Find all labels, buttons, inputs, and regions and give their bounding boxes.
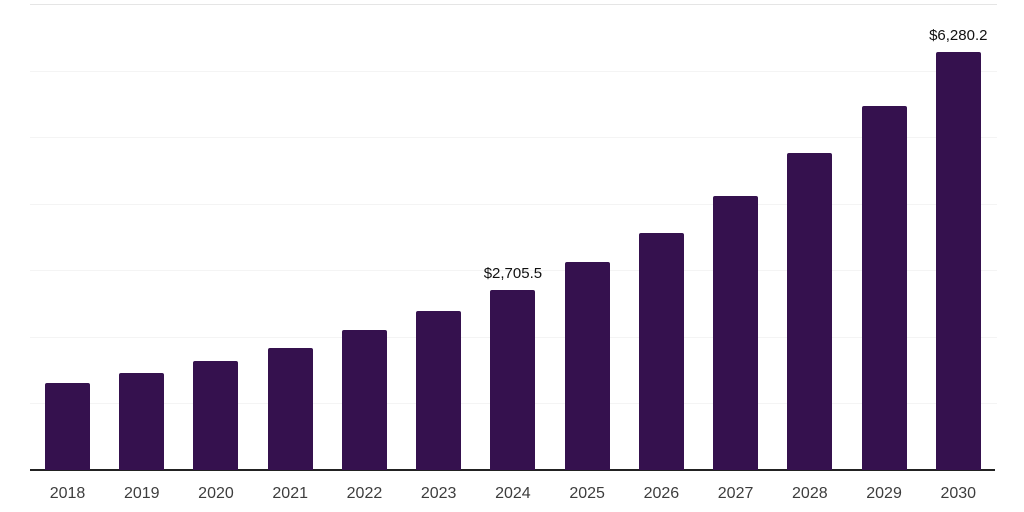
bar-2024 <box>490 289 536 470</box>
gridline-3000 <box>30 270 997 272</box>
gridline-7000 <box>30 4 997 5</box>
x-tick-label-2023: 2023 <box>420 485 457 502</box>
gridline-5000 <box>30 137 997 139</box>
bar-2018 <box>45 383 90 470</box>
bar-2021 <box>267 347 313 470</box>
gridline-4000 <box>30 203 997 205</box>
bar-2019 <box>119 373 165 470</box>
bar-2022 <box>341 330 387 470</box>
bar-2026 <box>638 233 684 470</box>
x-tick-label-2025: 2025 <box>569 485 605 502</box>
x-axis-line <box>30 469 995 471</box>
bar-value-label-2030: $6,280.2 <box>929 26 988 44</box>
gridline-6000 <box>30 70 997 72</box>
x-tick-label-2021: 2021 <box>272 485 308 502</box>
bar-2027 <box>713 196 759 470</box>
x-tick-label-2026: 2026 <box>643 485 680 502</box>
bar-2025 <box>564 262 610 470</box>
bar-2029 <box>861 106 907 470</box>
x-tick-label-2028: 2028 <box>792 485 828 502</box>
x-tick-label-2029: 2029 <box>866 485 902 502</box>
x-tick-label-2030: 2030 <box>940 485 977 502</box>
x-tick-label-2020: 2020 <box>198 485 234 502</box>
bar-value-label-2024: $2,705.5 <box>483 264 543 282</box>
x-tick-label-2024: 2024 <box>495 485 531 502</box>
x-tick-label-2027: 2027 <box>717 485 754 502</box>
bar-2020 <box>193 360 239 470</box>
bar-2028 <box>787 153 833 470</box>
x-tick-label-2019: 2019 <box>123 485 160 502</box>
bar-2030 <box>935 51 981 470</box>
bar-2023 <box>416 311 462 470</box>
x-tick-label-2018: 2018 <box>49 485 86 502</box>
x-tick-label-2022: 2022 <box>346 485 383 502</box>
